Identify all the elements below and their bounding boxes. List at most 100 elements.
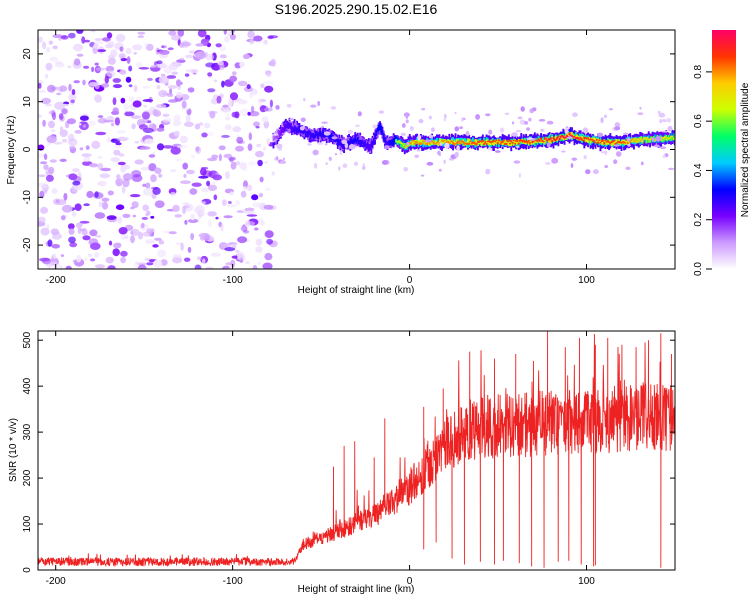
track-cell (557, 135, 560, 140)
track-halo-dot (426, 161, 434, 166)
noise-blob (116, 242, 121, 246)
noise-blob (173, 130, 180, 137)
noise-blob (222, 109, 230, 114)
noise-blob (94, 81, 100, 90)
track-cell (645, 138, 648, 144)
y-tick-label: 20 (22, 48, 33, 60)
noise-blob (61, 204, 73, 213)
noise-blob (264, 161, 268, 164)
y-tick-label: 400 (22, 377, 33, 394)
track-cell (495, 139, 498, 142)
noise-blob (126, 56, 131, 64)
noise-blob (248, 111, 260, 117)
noise-blob (105, 256, 114, 264)
track-halo-dot (342, 163, 348, 168)
noise-blob (142, 183, 147, 187)
x-tick-label: -100 (223, 576, 243, 587)
track-halo-dot (381, 160, 388, 165)
noise-blob (158, 76, 169, 84)
noise-blob (219, 46, 226, 52)
track-cell (663, 136, 666, 139)
noise-blob (72, 43, 84, 52)
noise-blob (168, 231, 177, 235)
noise-blob (100, 167, 112, 172)
noise-blob (148, 154, 156, 158)
track-cell (507, 141, 510, 147)
y-tick-label: 0 (22, 146, 33, 152)
track-cell (463, 142, 466, 145)
track-cell (571, 131, 573, 137)
track-halo-dot (593, 169, 599, 175)
track-halo-dot (614, 126, 621, 131)
noise-blob (48, 40, 54, 45)
track-cell (616, 140, 619, 143)
track-cell (489, 141, 492, 146)
noise-blob (83, 65, 90, 69)
track-cell (411, 139, 414, 142)
track-cell (543, 139, 546, 144)
track-cell (296, 127, 298, 134)
track-cell (633, 141, 635, 143)
colorbar-tick-label: 0.0 (693, 262, 704, 276)
noise-blob (190, 233, 195, 241)
track-cell (673, 137, 675, 140)
track-halo-dot (659, 146, 667, 150)
track-cell (475, 139, 478, 143)
noise-blob (203, 122, 211, 129)
track-halo-dot (551, 157, 559, 164)
track-halo-dot (405, 119, 409, 124)
track-cell (579, 137, 582, 139)
track-cell (436, 137, 438, 145)
noise-blob (45, 224, 50, 229)
noise-blob (229, 191, 234, 196)
noise-blob (88, 120, 96, 126)
track-cell (365, 143, 368, 150)
noise-blob (246, 214, 258, 217)
track-cell (604, 140, 607, 147)
track-cell (353, 138, 355, 144)
track-cell (431, 140, 433, 142)
noise-blob (170, 192, 177, 197)
noise-blob (201, 258, 206, 265)
track-cell (661, 138, 664, 143)
noise-blob (141, 216, 148, 220)
track-cell (417, 139, 420, 144)
track-cell (665, 134, 668, 139)
spectrogram-y-ticks: 20 10 0 -10 -20 (22, 48, 675, 252)
track-halo-dot (623, 132, 629, 135)
noise-blob (48, 120, 55, 129)
noise-blob (122, 213, 131, 218)
noise-blob (216, 95, 222, 104)
noise-blob (137, 262, 147, 266)
noise-blob (248, 161, 256, 166)
noise-blob (79, 115, 89, 121)
track-halo-dot (540, 128, 544, 132)
track-cell (297, 126, 300, 134)
noise-blob (201, 39, 210, 43)
noise-blob (39, 190, 45, 199)
noise-blob (229, 92, 239, 101)
track-cell (666, 136, 669, 140)
noise-blob (190, 213, 196, 221)
noise-blob (94, 191, 99, 198)
track-cell (581, 138, 583, 141)
noise-blob (67, 65, 72, 69)
noise-blob (38, 216, 46, 223)
track-cell (441, 139, 443, 144)
track-cell (304, 130, 307, 138)
track-halo-dot (657, 110, 661, 114)
noise-blob (133, 84, 138, 93)
track-cell (512, 138, 515, 145)
noise-blob (53, 141, 63, 145)
track-cell (640, 136, 643, 140)
track-halo-dot (312, 149, 319, 156)
track-cell (395, 139, 398, 142)
track-cell (631, 138, 634, 143)
track-halo-dot (351, 145, 358, 148)
track-cell (371, 140, 374, 149)
track-cell (610, 141, 613, 143)
x-tick-label: 0 (407, 576, 413, 587)
track-halo-dot (459, 126, 463, 130)
track-cell (630, 139, 633, 141)
